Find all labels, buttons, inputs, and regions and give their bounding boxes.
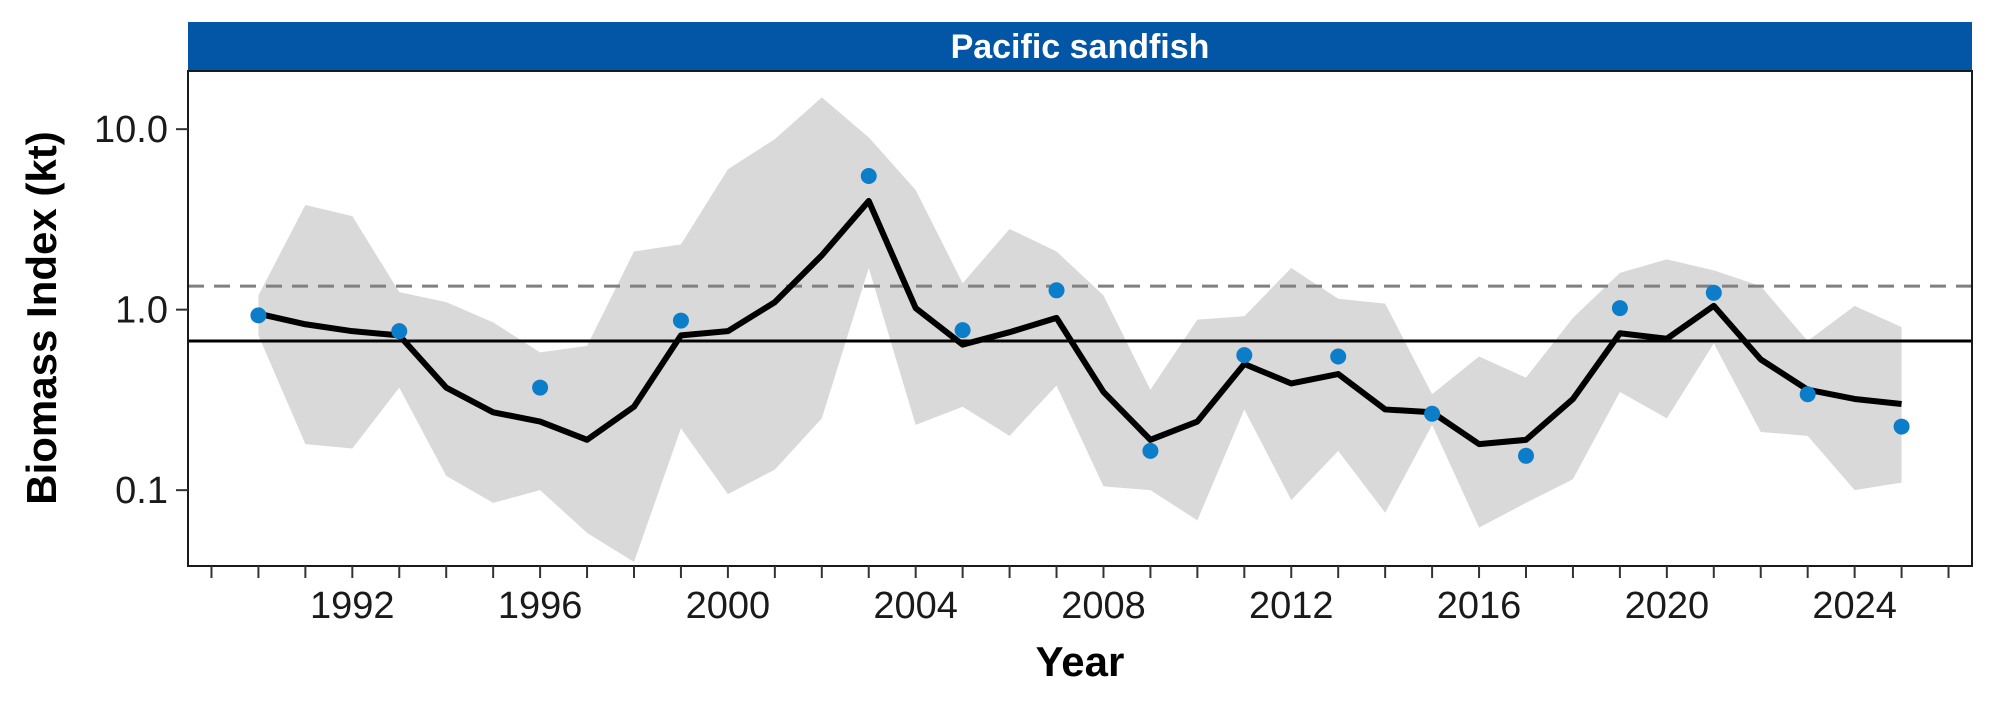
observation-point [1893,418,1910,435]
observation-point [1799,386,1816,403]
x-tick-label: 2008 [1061,585,1146,627]
facet-strip [188,22,1972,71]
axes: 1992 1996 2000 2004 2008 2012 2016 2020 2024 0.1 1… [94,109,1950,627]
observation-point [1424,405,1441,422]
x-tick-label: 2020 [1625,585,1710,627]
y-axis-title: Biomass Index (kt) [18,131,65,504]
observation-point [1705,284,1722,301]
y-tick-label: 1.0 [115,290,168,332]
plot-area [188,97,1972,562]
observation-point [1518,447,1534,464]
y-tick-label: 10.0 [94,109,168,151]
x-tick-label: 1992 [310,585,395,627]
x-tick-label: 2000 [686,585,771,627]
observation-point [532,379,549,396]
observation-point [1611,300,1628,317]
observation-point [1236,347,1253,364]
observation-point [1048,282,1065,299]
x-axis-title: Year [1036,638,1125,685]
x-tick-label: 2016 [1437,585,1522,627]
x-tick-label: 2024 [1812,585,1897,627]
trend-line [257,197,1902,448]
observation-point [250,307,267,324]
panel-border [187,70,1973,567]
observation-point [1330,348,1347,365]
x-tick-label: 1996 [498,585,583,627]
y-tick-label: 0.1 [115,470,168,512]
observation-point [391,323,408,340]
x-tick-label: 2012 [1249,585,1334,627]
x-tick-label: 2004 [873,585,958,627]
observation-point [860,168,877,185]
observation-point [1142,442,1159,459]
facet-title: Pacific sandfish [951,28,1210,66]
observation-point [954,322,971,339]
observation-point [672,312,689,329]
